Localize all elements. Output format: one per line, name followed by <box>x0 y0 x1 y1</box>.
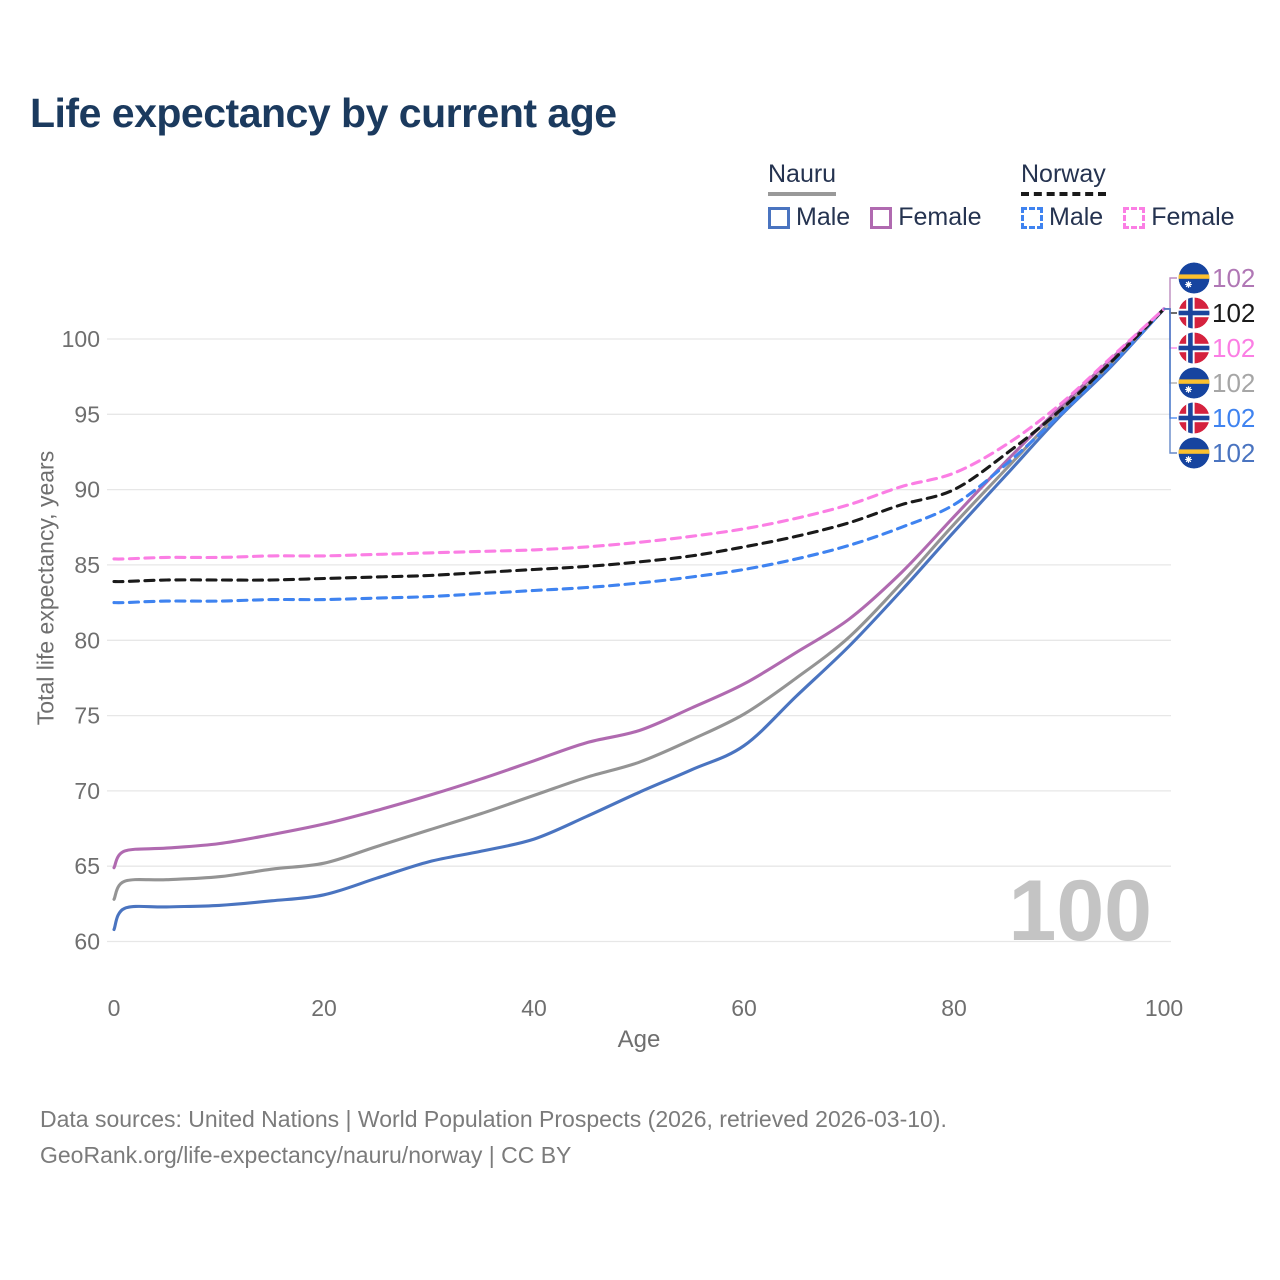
x-tick-label: 100 <box>1145 995 1183 1021</box>
series-line-nauru-female[interactable] <box>112 307 1166 870</box>
x-tick-label: 40 <box>521 995 547 1021</box>
x-tick-label: 20 <box>311 995 337 1021</box>
y-tick-label: 85 <box>74 552 100 578</box>
y-tick-label: 75 <box>74 703 100 729</box>
x-tick-label: 80 <box>941 995 967 1021</box>
nauru-flag-icon <box>1178 367 1210 399</box>
legend-swatch-icon <box>870 206 893 229</box>
footer-attribution: GeoRank.org/life-expectancy/nauru/norway… <box>40 1142 572 1168</box>
legend-item-norway-male: Male <box>1021 203 1103 232</box>
series-line-norway-male[interactable] <box>112 307 1166 605</box>
y-tick-label: 90 <box>74 477 100 503</box>
norway-flag-icon <box>1178 297 1210 329</box>
legend-item-label: Male <box>796 203 851 231</box>
legend-item-label: Male <box>1049 203 1104 231</box>
legend-item-nauru-male: Male <box>768 203 850 232</box>
legend-swatch-icon <box>768 206 790 229</box>
series-line-nauru-male[interactable] <box>112 307 1166 932</box>
series-line-norway-total[interactable] <box>112 307 1166 584</box>
end-value-label: 102 <box>1212 438 1255 468</box>
end-value-label: 102 <box>1212 333 1255 363</box>
y-tick-label: 60 <box>74 929 100 955</box>
series-line-norway-female[interactable] <box>112 307 1166 561</box>
nauru-flag-icon <box>1178 437 1210 469</box>
legend-group-title: Norway <box>1021 160 1106 196</box>
legend-item-norway-female: Female <box>1123 203 1235 232</box>
end-label-connector <box>1163 308 1177 454</box>
legend-group-norway: Norway Male Female <box>1021 160 1235 232</box>
end-label-connector <box>1163 277 1177 310</box>
series-line-nauru-total[interactable] <box>112 307 1166 901</box>
end-value-label: 102 <box>1212 263 1255 293</box>
end-value-label: 102 <box>1212 368 1255 398</box>
x-tick-label: 0 <box>108 995 121 1021</box>
legend-item-label: Female <box>898 203 982 231</box>
legend-group-title: Nauru <box>768 160 837 196</box>
x-axis-title: Age <box>617 1026 661 1053</box>
watermark-age-counter: 100 <box>1008 863 1153 959</box>
legend-item-label: Female <box>1151 203 1235 231</box>
end-value-label: 102 <box>1212 298 1255 328</box>
y-tick-label: 65 <box>74 853 100 879</box>
legend-group-nauru: Nauru Male Female <box>768 160 982 232</box>
legend-swatch-icon <box>1021 206 1043 229</box>
norway-flag-icon <box>1178 402 1210 434</box>
legend-swatch-icon <box>1123 206 1146 229</box>
y-tick-label: 80 <box>74 627 100 653</box>
chart-legend: Nauru Male Female Norway Male Female <box>0 160 1280 250</box>
y-tick-label: 95 <box>74 401 100 427</box>
norway-flag-icon <box>1178 332 1210 364</box>
page-title: Life expectancy by current age <box>30 90 617 136</box>
y-axis-title: Total life expectancy, years <box>32 450 59 726</box>
end-value-label: 102 <box>1212 403 1255 433</box>
y-tick-label: 100 <box>62 326 100 352</box>
nauru-flag-icon <box>1178 262 1210 294</box>
legend-item-nauru-female: Female <box>870 203 982 232</box>
x-tick-label: 60 <box>731 995 757 1021</box>
footer-data-sources: Data sources: United Nations | World Pop… <box>40 1106 947 1132</box>
y-tick-label: 70 <box>74 778 100 804</box>
